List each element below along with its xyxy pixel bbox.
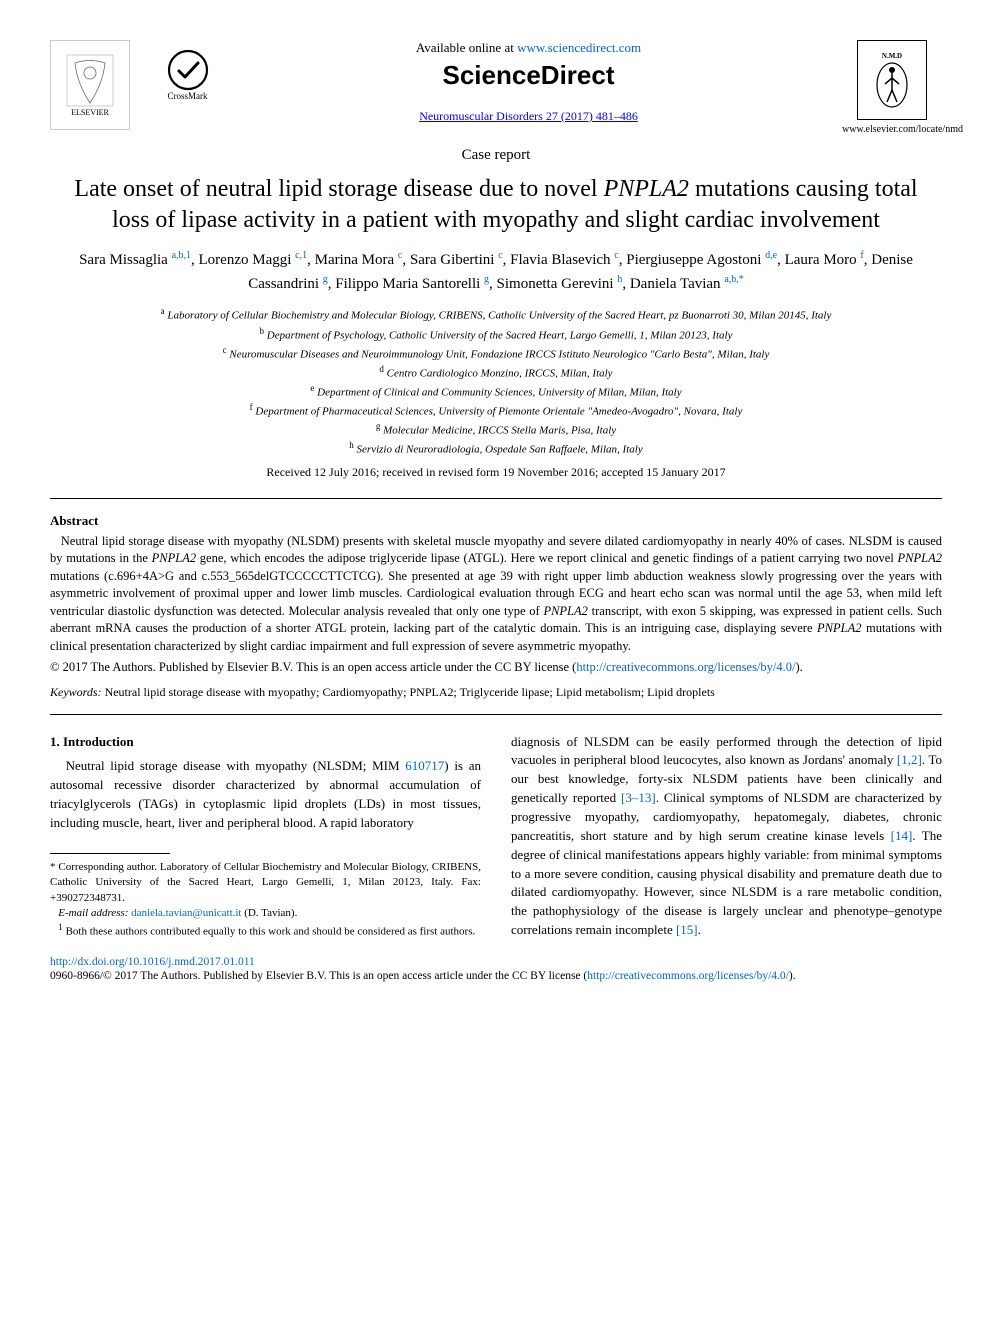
- column-left: 1. Introduction Neutral lipid storage di…: [50, 733, 481, 941]
- header-right: N.M.D www.elsevier.com/locate/nmd: [842, 40, 942, 135]
- abstract-heading: Abstract: [50, 513, 942, 529]
- article-title: Late onset of neutral lipid storage dise…: [50, 174, 942, 236]
- journal-ref-link[interactable]: Neuromuscular Disorders 27 (2017) 481–48…: [419, 109, 638, 123]
- email-label: E-mail address:: [58, 907, 128, 919]
- license-prefix: © 2017 The Authors. Published by Elsevie…: [50, 660, 576, 674]
- keywords-label: Keywords:: [50, 685, 102, 699]
- c2-e: .: [698, 922, 701, 937]
- author-list: Sara Missaglia a,b,1, Lorenzo Maggi c,1,…: [50, 248, 942, 295]
- doi[interactable]: http://dx.doi.org/10.1016/j.nmd.2017.01.…: [50, 956, 942, 968]
- section-heading-intro: 1. Introduction: [50, 733, 481, 752]
- ref-15[interactable]: [15]: [676, 922, 698, 937]
- keywords-text: Neutral lipid storage disease with myopa…: [102, 685, 715, 699]
- elsevier-label: ELSEVIER: [71, 108, 109, 117]
- mim-link[interactable]: 610717: [405, 758, 444, 773]
- crossmark-logo[interactable]: CrossMark: [160, 40, 215, 110]
- issn-b: ).: [789, 970, 796, 982]
- sciencedirect-url[interactable]: www.sciencedirect.com: [517, 40, 641, 55]
- column-right: diagnosis of NLSDM can be easily perform…: [511, 733, 942, 941]
- issn-a: 0960-8966/© 2017 The Authors. Published …: [50, 970, 587, 982]
- c2-a: diagnosis of NLSDM can be easily perform…: [511, 734, 942, 768]
- header-left: ELSEVIER CrossMark: [50, 40, 215, 130]
- doi-link[interactable]: http://dx.doi.org/10.1016/j.nmd.2017.01.…: [50, 956, 255, 968]
- header-center: Available online at www.sciencedirect.co…: [215, 40, 842, 124]
- article-dates: Received 12 July 2016; received in revis…: [50, 465, 942, 480]
- equal-contribution-note: 1 Both these authors contributed equally…: [50, 921, 481, 940]
- ref-1-2[interactable]: [1,2]: [897, 752, 922, 767]
- journal-header: ELSEVIER CrossMark Available online at w…: [50, 40, 942, 135]
- crossmark-label: CrossMark: [168, 91, 208, 101]
- divider: [50, 498, 942, 499]
- footnotes: * Corresponding author. Laboratory of Ce…: [50, 860, 481, 941]
- email-line: E-mail address: daniela.tavian@unicatt.i…: [50, 906, 481, 921]
- license-suffix: ).: [795, 660, 802, 674]
- email-name: (D. Tavian).: [241, 907, 297, 919]
- intro-text-a: Neutral lipid storage disease with myopa…: [66, 758, 406, 773]
- body-columns: 1. Introduction Neutral lipid storage di…: [50, 733, 942, 941]
- corresponding-author-note: * Corresponding author. Laboratory of Ce…: [50, 860, 481, 906]
- footnote-rule: [50, 853, 170, 854]
- elsevier-logo[interactable]: ELSEVIER: [50, 40, 130, 130]
- ref-14[interactable]: [14]: [891, 828, 913, 843]
- footer-license-link[interactable]: http://creativecommons.org/licenses/by/4…: [587, 970, 789, 982]
- sciencedirect-brand: ScienceDirect: [235, 60, 822, 91]
- svg-text:N.M.D: N.M.D: [882, 52, 902, 60]
- divider: [50, 714, 942, 715]
- equal-text: Both these authors contributed equally t…: [66, 926, 476, 938]
- corresponding-email[interactable]: daniela.tavian@unicatt.it: [131, 907, 241, 919]
- article-type: Case report: [50, 147, 942, 164]
- abstract-body: Neutral lipid storage disease with myopa…: [50, 533, 942, 656]
- intro-paragraph: Neutral lipid storage disease with myopa…: [50, 757, 481, 832]
- affiliation-list: a Laboratory of Cellular Biochemistry an…: [50, 305, 942, 458]
- journal-homepage-url[interactable]: www.elsevier.com/locate/nmd: [842, 124, 942, 135]
- journal-reference[interactable]: Neuromuscular Disorders 27 (2017) 481–48…: [235, 109, 822, 124]
- license-link[interactable]: http://creativecommons.org/licenses/by/4…: [576, 660, 795, 674]
- abstract-license: © 2017 The Authors. Published by Elsevie…: [50, 659, 942, 677]
- ref-3-13[interactable]: [3–13]: [621, 790, 656, 805]
- keywords: Keywords: Neutral lipid storage disease …: [50, 685, 942, 700]
- intro-continued: diagnosis of NLSDM can be easily perform…: [511, 733, 942, 940]
- c2-d: . The degree of clinical manifestations …: [511, 828, 942, 937]
- copyright-line: 0960-8966/© 2017 The Authors. Published …: [50, 968, 942, 984]
- nmd-logo: N.M.D: [857, 40, 927, 120]
- available-online: Available online at www.sciencedirect.co…: [235, 40, 822, 56]
- available-text: Available online at: [416, 40, 517, 55]
